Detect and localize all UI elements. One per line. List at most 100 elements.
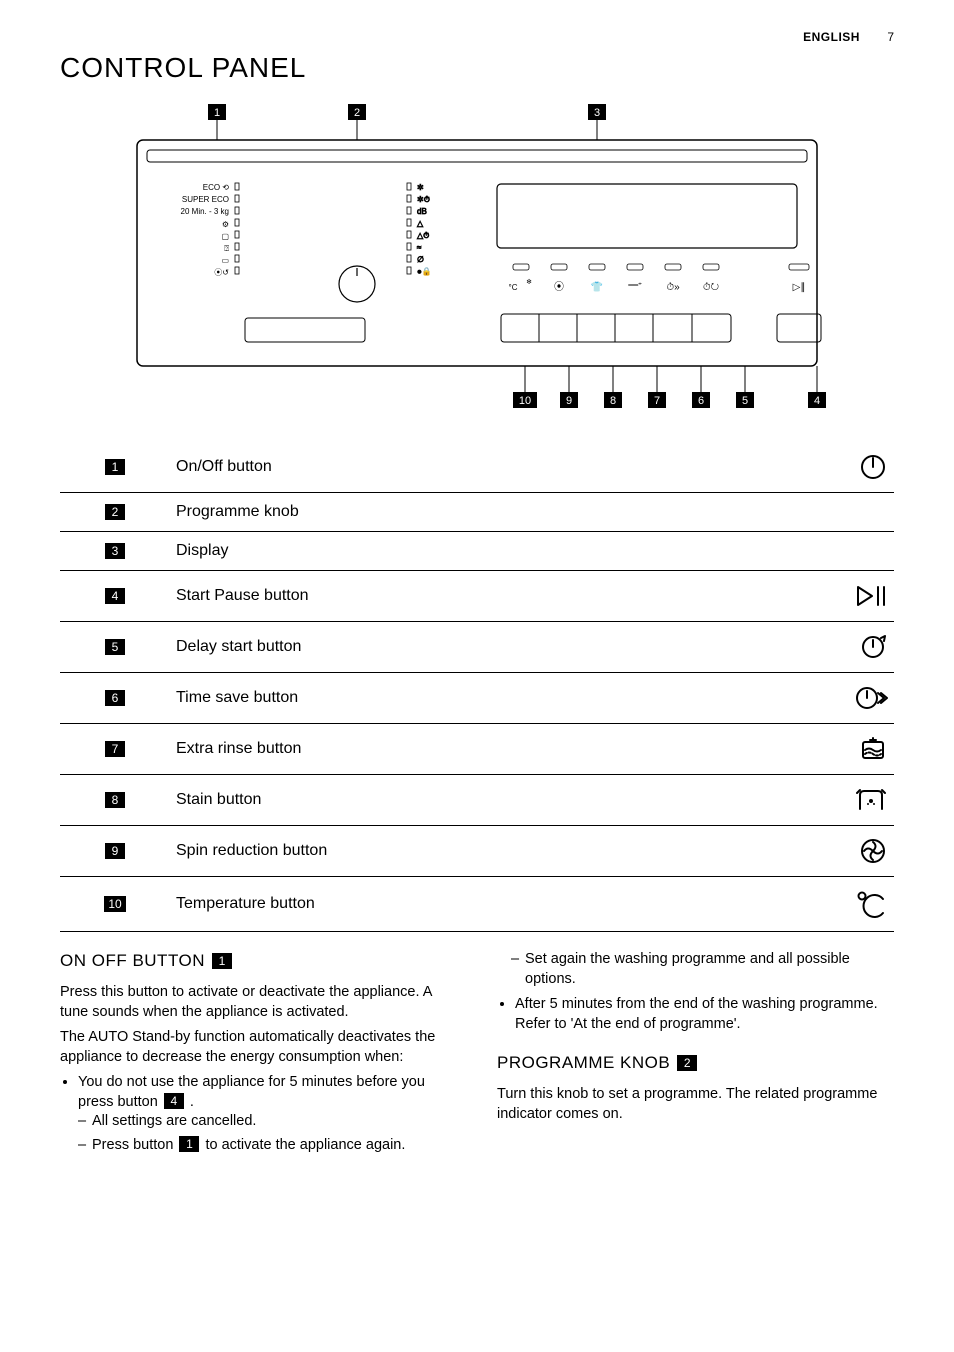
legend-row: 5 Delay start button bbox=[60, 622, 894, 673]
onoff-b2b-pre: Press button bbox=[92, 1137, 177, 1153]
svg-text:dB: dB bbox=[417, 207, 427, 216]
control-panel-diagram: 1 2 3 ECO ⟲ SUPER ECO 20 Min. - 3 kg ⚙ ▢ ⍰… bbox=[117, 104, 837, 424]
svg-text:▷∥: ▷∥ bbox=[793, 282, 806, 293]
legend-num: 2 bbox=[105, 504, 125, 520]
onoff-title-num: 1 bbox=[212, 953, 232, 969]
page-header: ENGLISH 7 bbox=[60, 30, 894, 44]
svg-text:▭: ▭ bbox=[221, 256, 229, 265]
legend-row: 9 Spin reduction button bbox=[60, 826, 894, 877]
onoff-title: ON OFF BUTTON bbox=[60, 951, 205, 970]
legend-row: 7 Extra rinse button bbox=[60, 724, 894, 775]
svg-text:20 Min. - 3 kg: 20 Min. - 3 kg bbox=[181, 207, 229, 216]
onoff-b2b-num: 1 bbox=[179, 1136, 199, 1152]
onoff-heading: ON OFF BUTTON 1 bbox=[60, 950, 457, 973]
svg-text:5: 5 bbox=[742, 395, 748, 407]
legend-icon bbox=[834, 532, 894, 571]
onoff-b2b-post: to activate the appliance again. bbox=[201, 1137, 405, 1153]
legend-row: 2 Programme knob bbox=[60, 493, 894, 532]
svg-text:⏱»: ⏱» bbox=[666, 282, 680, 293]
onoff-bullet-2: After 5 minutes from the end of the wash… bbox=[515, 995, 894, 1034]
svg-text:2: 2 bbox=[354, 107, 360, 119]
legend-icon bbox=[834, 724, 894, 775]
knob-title-num: 2 bbox=[677, 1055, 697, 1071]
svg-text:⦿↺: ⦿↺ bbox=[214, 268, 229, 277]
svg-text:✲: ✲ bbox=[417, 183, 424, 192]
legend-num: 8 bbox=[105, 792, 125, 808]
onoff-b1a-post: . bbox=[186, 1094, 194, 1110]
legend-num: 7 bbox=[105, 741, 125, 757]
page-title: CONTROL PANEL bbox=[60, 52, 894, 84]
legend-row: 8 Stain button bbox=[60, 775, 894, 826]
legend-num: 1 bbox=[105, 459, 125, 475]
legend-label: Extra rinse button bbox=[170, 724, 834, 775]
legend-label: Programme knob bbox=[170, 493, 834, 532]
svg-text:⎻⁺: ⎻⁺ bbox=[628, 282, 642, 293]
svg-text:❄: ❄ bbox=[526, 278, 532, 286]
legend-icon bbox=[834, 493, 894, 532]
header-lang: ENGLISH bbox=[803, 30, 860, 44]
onoff-b1a-pre: You do not use the appliance for 5 minut… bbox=[78, 1074, 425, 1110]
svg-text:△⏱: △⏱ bbox=[417, 231, 429, 240]
legend-label: Stain button bbox=[170, 775, 834, 826]
svg-text:●🔒: ●🔒 bbox=[417, 267, 432, 276]
svg-text:SUPER ECO: SUPER ECO bbox=[182, 195, 229, 204]
svg-text:9: 9 bbox=[566, 395, 572, 407]
svg-text:👕: 👕 bbox=[591, 281, 603, 293]
legend-num: 10 bbox=[104, 896, 125, 912]
legend-label: Spin reduction button bbox=[170, 826, 834, 877]
legend-row: 4Start Pause button bbox=[60, 571, 894, 622]
svg-text:4: 4 bbox=[814, 395, 820, 407]
legend-icon bbox=[834, 442, 894, 493]
svg-text:∅: ∅ bbox=[417, 255, 424, 264]
svg-text:8: 8 bbox=[610, 395, 616, 407]
legend-num: 3 bbox=[105, 543, 125, 559]
onoff-p2: The AUTO Stand-by function automatically… bbox=[60, 1028, 457, 1067]
legend-num: 9 bbox=[105, 843, 125, 859]
svg-text:▢: ▢ bbox=[221, 232, 229, 241]
legend-label: Time save button bbox=[170, 673, 834, 724]
svg-text:7: 7 bbox=[654, 395, 660, 407]
svg-text:3: 3 bbox=[594, 107, 600, 119]
legend-row: 3 Display bbox=[60, 532, 894, 571]
onoff-sub-b: Press button 1 to activate the appliance… bbox=[92, 1136, 457, 1156]
legend-icon bbox=[834, 775, 894, 826]
svg-text:⏱↻: ⏱↻ bbox=[703, 282, 719, 293]
svg-text:✲⏱: ✲⏱ bbox=[417, 195, 430, 204]
body-columns: ON OFF BUTTON 1 Press this button to act… bbox=[60, 950, 894, 1161]
column-left: ON OFF BUTTON 1 Press this button to act… bbox=[60, 950, 457, 1161]
legend-num: 5 bbox=[105, 639, 125, 655]
knob-p1: Turn this knob to set a programme. The r… bbox=[497, 1085, 894, 1124]
onoff-p1: Press this button to activate or deactiv… bbox=[60, 983, 457, 1022]
header-page: 7 bbox=[887, 30, 894, 44]
svg-text:ECO ⟲: ECO ⟲ bbox=[203, 183, 230, 192]
svg-text:≈: ≈ bbox=[417, 243, 422, 252]
svg-text:10: 10 bbox=[519, 395, 531, 407]
legend-table: 1On/Off button2Programme knob3Display4St… bbox=[60, 442, 894, 932]
svg-text:⦿: ⦿ bbox=[554, 281, 564, 293]
svg-text:6: 6 bbox=[698, 395, 704, 407]
legend-icon bbox=[834, 622, 894, 673]
legend-label: Display bbox=[170, 532, 834, 571]
svg-text:△: △ bbox=[417, 219, 424, 228]
legend-label: Delay start button bbox=[170, 622, 834, 673]
svg-text:1: 1 bbox=[214, 107, 220, 119]
onoff-sub-c: Set again the washing programme and all … bbox=[525, 950, 894, 989]
legend-row: 6 Time save button bbox=[60, 673, 894, 724]
svg-text:⍰: ⍰ bbox=[224, 244, 229, 253]
legend-num: 6 bbox=[105, 690, 125, 706]
column-right: Set again the washing programme and all … bbox=[497, 950, 894, 1161]
legend-icon bbox=[834, 826, 894, 877]
legend-icon bbox=[834, 571, 894, 622]
legend-num: 4 bbox=[105, 588, 125, 604]
onoff-b1a-num: 4 bbox=[164, 1093, 184, 1109]
knob-title: PROGRAMME KNOB bbox=[497, 1053, 670, 1072]
svg-text:°C: °C bbox=[509, 283, 518, 292]
legend-label: On/Off button bbox=[170, 442, 834, 493]
svg-text:⚙: ⚙ bbox=[222, 220, 229, 229]
legend-icon bbox=[834, 877, 894, 932]
knob-heading: PROGRAMME KNOB 2 bbox=[497, 1052, 894, 1075]
legend-row: 10Temperature button bbox=[60, 877, 894, 932]
onoff-sub-a: All settings are cancelled. bbox=[92, 1112, 457, 1132]
legend-icon bbox=[834, 673, 894, 724]
onoff-bullet-1: You do not use the appliance for 5 minut… bbox=[78, 1073, 457, 1155]
